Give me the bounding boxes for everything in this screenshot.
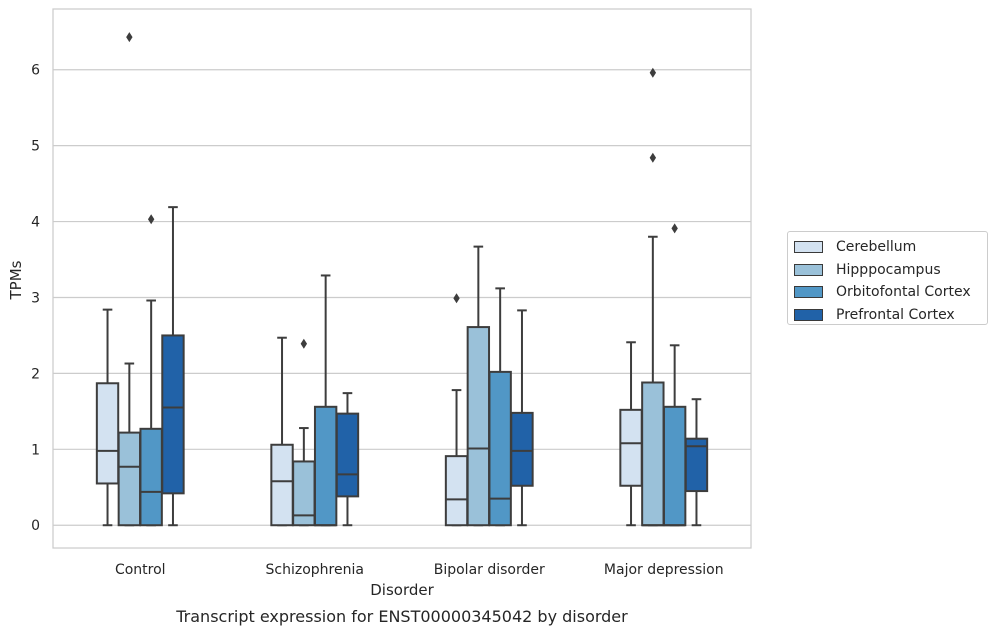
y-axis-label: TPMs bbox=[7, 260, 25, 300]
legend-swatch bbox=[794, 286, 823, 299]
box-iqr bbox=[139, 427, 163, 527]
legend-label: Prefrontal Cortex bbox=[836, 307, 955, 324]
y-tick-label: 4 bbox=[31, 215, 40, 231]
legend-item: Orbitofontal Cortex bbox=[794, 281, 987, 304]
legend-label: Orbitofontal Cortex bbox=[836, 284, 971, 301]
y-tick-label: 1 bbox=[31, 442, 40, 458]
box-hipppocampus bbox=[466, 245, 491, 527]
legend-item: Hipppocampus bbox=[794, 259, 987, 282]
y-tick-label: 5 bbox=[31, 139, 40, 155]
chart-caption: Transcript expression for ENST0000034504… bbox=[175, 607, 628, 626]
box-iqr bbox=[662, 405, 687, 527]
y-tick-label: 0 bbox=[31, 518, 40, 534]
box-iqr bbox=[466, 326, 491, 527]
outlier-point bbox=[300, 338, 308, 349]
box-iqr bbox=[117, 431, 142, 527]
box-iqr bbox=[270, 443, 294, 527]
box-iqr bbox=[641, 381, 665, 527]
box-cerebellum bbox=[95, 308, 120, 527]
y-tick-label: 3 bbox=[31, 290, 40, 306]
outlier-point bbox=[649, 152, 657, 163]
x-tick-label: Major depression bbox=[604, 562, 724, 578]
legend-swatch bbox=[794, 309, 823, 322]
outlier-point bbox=[671, 223, 678, 234]
box-iqr bbox=[510, 411, 534, 487]
box-iqr bbox=[313, 405, 338, 527]
legend-swatch bbox=[794, 241, 823, 254]
box-plot-marks bbox=[95, 32, 709, 527]
outlier-point bbox=[453, 293, 460, 304]
x-tick-label: Control bbox=[115, 562, 166, 578]
box-orbitofontal-cortex bbox=[313, 274, 338, 527]
box-prefrontal-cortex bbox=[161, 206, 185, 527]
box-prefrontal-cortex bbox=[510, 309, 534, 527]
legend: Cerebellum Hipppocampus Orbitofontal Corte… bbox=[787, 231, 988, 325]
box-iqr bbox=[684, 437, 709, 493]
legend-label: Hipppocampus bbox=[836, 261, 941, 278]
legend-item: Prefrontal Cortex bbox=[794, 304, 987, 327]
box-hipppocampus bbox=[641, 67, 665, 527]
x-axis-ticks: Control Schizophrenia Bipolar disorder Majo… bbox=[115, 562, 724, 578]
box-iqr bbox=[619, 408, 643, 487]
legend-item: Cerebellum bbox=[794, 236, 987, 259]
x-tick-label: Bipolar disorder bbox=[434, 562, 545, 578]
x-tick-label: Schizophrenia bbox=[266, 562, 364, 578]
y-tick-label: 2 bbox=[31, 366, 40, 382]
box-iqr bbox=[95, 382, 120, 485]
plot-frame bbox=[52, 8, 752, 549]
outlier-point bbox=[126, 32, 133, 43]
legend-swatch bbox=[794, 263, 823, 276]
y-tick-label: 6 bbox=[31, 63, 40, 79]
box-hipppocampus bbox=[292, 338, 316, 527]
box-iqr bbox=[161, 334, 185, 495]
outlier-point bbox=[147, 214, 155, 225]
box-prefrontal-cortex bbox=[335, 392, 360, 527]
x-axis-label: Disorder bbox=[370, 581, 434, 599]
box-iqr bbox=[444, 455, 469, 527]
y-axis-ticks: 0 1 2 3 4 5 6 bbox=[31, 63, 40, 534]
box-iqr bbox=[488, 370, 512, 527]
box-prefrontal-cortex bbox=[684, 398, 709, 527]
outlier-point bbox=[649, 67, 657, 78]
box-iqr bbox=[335, 412, 360, 498]
legend-label: Cerebellum bbox=[836, 239, 917, 256]
box-cerebellum bbox=[619, 341, 643, 527]
